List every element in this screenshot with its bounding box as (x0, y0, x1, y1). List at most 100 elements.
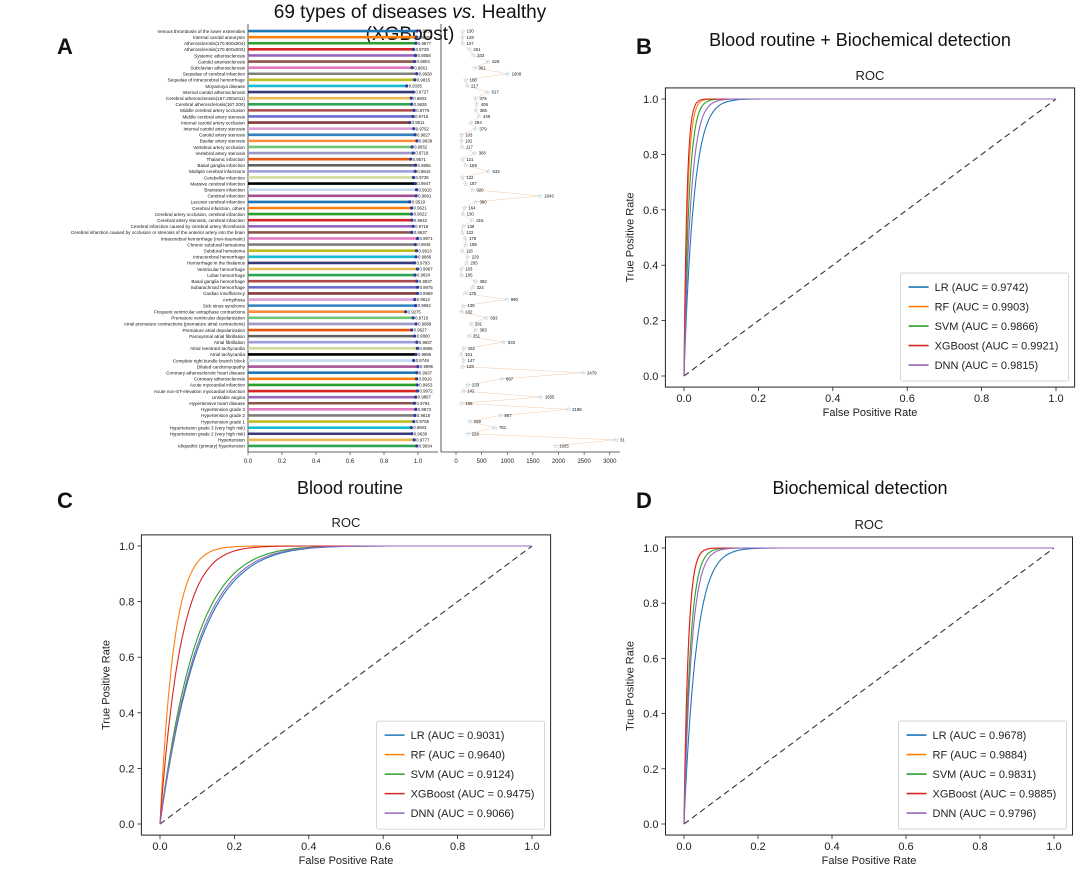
auc-dot (413, 59, 417, 64)
auc-value-label: 0.9934 (419, 444, 433, 449)
legend-box (376, 720, 546, 830)
sample-value-label: 324 (477, 285, 485, 290)
auc-dot (411, 175, 416, 180)
disease-label: Cerebellar infarction (204, 175, 246, 180)
sample-value-label: 164 (468, 206, 476, 211)
auc-value-label: 0.9752 (416, 126, 430, 131)
sample-star: ☆ (501, 338, 507, 346)
auc-dot (415, 444, 419, 448)
sample-star: ☆ (537, 192, 543, 200)
sample-star: ☆ (460, 387, 466, 395)
disease-label: Moyamoya disease (205, 84, 245, 89)
sample-star: ☆ (505, 70, 511, 78)
sample-star: ☆ (459, 155, 465, 163)
disease-label: Carotid arteriosclerosis (198, 59, 246, 64)
sample-star: ☆ (580, 369, 586, 377)
sample-star: ☆ (473, 125, 479, 133)
auc-value-label: 0.9755 (416, 419, 430, 424)
sample-star: ☆ (472, 149, 478, 157)
disease-label: Sequelae of intracerebral hemorrhage (168, 78, 246, 83)
legend-label: XGBoost (AUC = 0.9921) (935, 341, 1059, 353)
sample-value-label: 320 (476, 187, 484, 192)
auc-dot (415, 340, 419, 344)
auc-value-label: 0.9845 (417, 242, 431, 247)
sample-star: ☆ (469, 216, 475, 224)
sample-value-label: 366 (479, 151, 487, 156)
panel-a-title: 69 types of diseases vs. Healthy (XGBoos… (240, 2, 580, 46)
auc-value-label: 0.9519 (412, 199, 426, 204)
disease-label: Arrhythmia (223, 297, 246, 302)
sample-value-label: 385 (480, 108, 488, 113)
auc-dot (414, 377, 419, 381)
sample-value-label: 1655 (545, 395, 555, 400)
disease-label: Acute myocardial infarction (190, 383, 246, 388)
x-tick-label: 0.2 (227, 841, 242, 853)
auc-value-label: 0.9969 (419, 291, 433, 296)
sample-star: ☆ (498, 412, 504, 420)
auc-dot (414, 194, 418, 198)
panel-d-title: Biochemical detection (772, 478, 948, 498)
sample-value-label: 383 (480, 328, 488, 333)
auc-value-label: 0.9718 (415, 151, 429, 156)
auc-value-label: 0.9803 (417, 59, 431, 64)
auc-dot (409, 206, 414, 210)
sample-star: ☆ (460, 27, 466, 35)
legend-label: DNN (AUC = 0.9796) (933, 808, 1037, 820)
y-tick-label: 0.0 (119, 819, 134, 831)
x-tick-label: 0.0 (152, 841, 167, 853)
auc-value-label: 0.9800 (417, 334, 431, 339)
auc-value-label: 0.9937 (419, 279, 433, 284)
sample-value-label: 152 (468, 346, 476, 351)
disease-label: Multiple cerebral infarctions (189, 169, 246, 174)
sample-star: ☆ (552, 442, 558, 450)
disease-label: Massive cerebral infarction (190, 181, 245, 186)
auc-dot (404, 310, 408, 314)
sample-star: ☆ (473, 107, 479, 115)
auc-dot (415, 383, 419, 387)
sample-value-label: 128 (467, 364, 475, 369)
sample-star: ☆ (485, 88, 491, 96)
auc-value-label: 0.9915 (419, 187, 433, 192)
sample-value-label: 261 (473, 47, 481, 52)
auc-value-label: 0.9627 (414, 328, 428, 333)
sample-star: ☆ (462, 290, 468, 298)
legend-label: SVM (AUC = 0.9124) (411, 769, 515, 781)
panel-c-letter: C (57, 488, 73, 513)
legend-label: DNN (AUC = 0.9815) (935, 360, 1039, 372)
auc-value-label: 0.9642 (414, 218, 428, 223)
y-tick-label: 0.2 (643, 316, 658, 328)
disease-label: Basal ganglia infarction (198, 163, 246, 168)
legend-label: LR (AUC = 0.9031) (411, 730, 505, 742)
roc-curve (159, 545, 532, 824)
panel-c-roc-chart: ROC 0.0 0.0 0.2 0.2 0.4 0.4 0.6 0.6 0.8 0.8 1.0 1.0 F… (100, 515, 552, 867)
disease-label: Atherosclerosis(170.900x004) (184, 41, 245, 46)
auc-dot (412, 401, 417, 405)
auc-value-label: 0.9626 (414, 102, 428, 107)
panel-a-letter: A (57, 34, 73, 59)
auc-tick-label: 0.8 (380, 459, 389, 465)
sample-value-label: 1008 (512, 71, 522, 76)
auc-dot (412, 127, 416, 131)
sample-star: ☆ (460, 222, 466, 230)
auc-dot (410, 66, 414, 70)
disease-label: Subclavian atherosclerosis (190, 65, 245, 70)
disease-label: Atrial reentrant tachycardia (190, 346, 245, 351)
auc-dot (415, 279, 419, 283)
auc-dot (415, 371, 419, 375)
auc-value-label: 0.9886 (418, 254, 432, 259)
sample-value-label: 761 (499, 425, 507, 430)
sample-value-label: 867 (504, 413, 512, 418)
disease-label: Cerebral infarction, others (192, 206, 246, 211)
auc-dot (413, 169, 417, 173)
auc-dot (415, 389, 420, 393)
sample-star: ☆ (485, 58, 491, 66)
auc-dot (415, 267, 420, 271)
sample-star: ☆ (473, 198, 479, 206)
panel-b-roc-chart: ROC 0.0 0.0 0.2 0.2 0.4 0.4 0.6 0.6 0.8 0.8 1.0 1.0 F… (624, 68, 1076, 419)
x-tick-label: 0.8 (450, 841, 465, 853)
auc-value-label: 0.9930 (419, 71, 433, 76)
auc-dot (414, 352, 418, 357)
panel-b-letter: B (636, 34, 652, 59)
y-tick-label: 0.2 (643, 764, 658, 776)
disease-label: Middle cerebral artery stenosis (182, 114, 245, 119)
